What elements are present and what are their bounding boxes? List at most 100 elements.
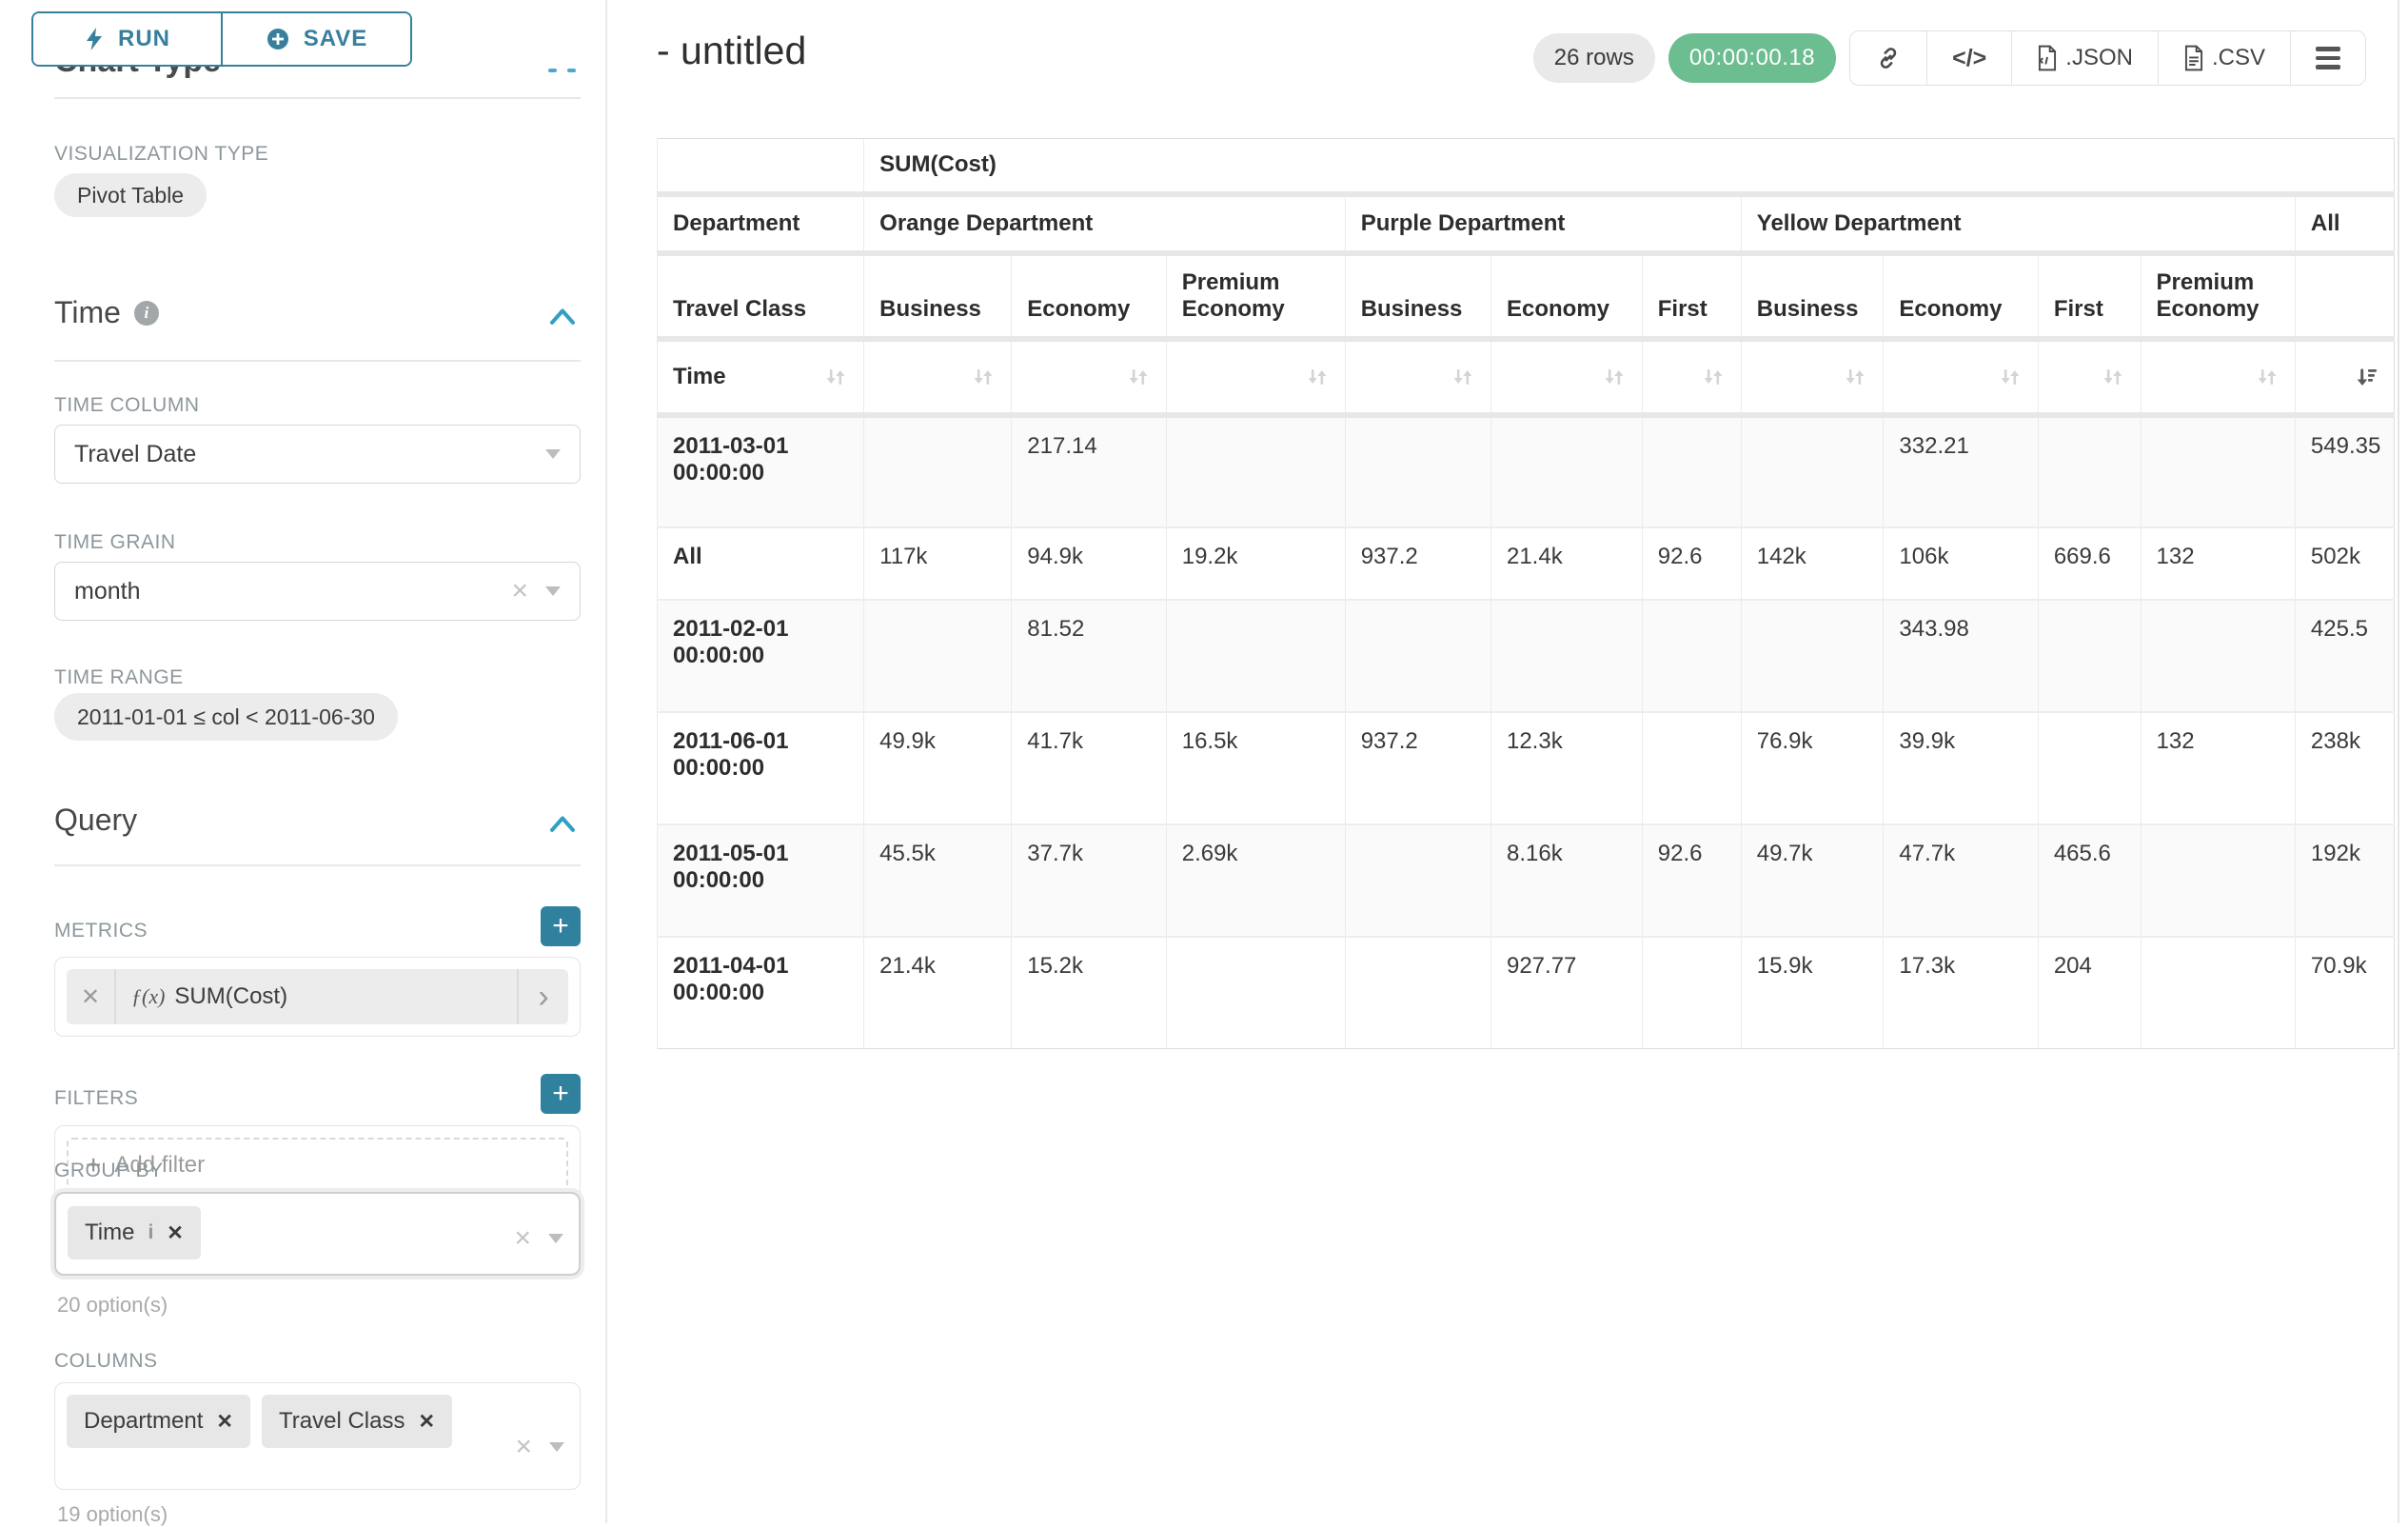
row-label: 2011-05-01 00:00:00: [658, 824, 864, 937]
travel-class-axis-label: Travel Class: [658, 253, 864, 339]
column-header: Business: [1741, 253, 1884, 339]
query-section-title: Query: [54, 803, 137, 838]
clear-icon[interactable]: ×: [511, 577, 528, 605]
save-button[interactable]: SAVE: [223, 13, 410, 65]
sort-icon[interactable]: [1305, 365, 1330, 389]
collapse-time-chevron-icon[interactable]: [548, 305, 577, 327]
cell: [2141, 824, 2295, 937]
clipped-dot-icon: [567, 69, 576, 72]
sort-icon[interactable]: [1701, 365, 1726, 389]
group-by-select[interactable]: Time i ✕ ×: [54, 1192, 581, 1276]
cell: 132: [2141, 527, 2295, 600]
add-metric-button[interactable]: +: [541, 906, 581, 946]
travel-class-header-row: Travel Class Business Economy Premium Ec…: [658, 253, 2395, 339]
metric-name: SUM(Cost): [174, 983, 287, 1010]
export-csv-button[interactable]: .CSV: [2158, 31, 2290, 85]
sort-row: Time: [658, 339, 2395, 415]
caret-down-icon[interactable]: [545, 449, 561, 459]
columns-options-hint: 19 option(s): [57, 1502, 168, 1527]
viz-type-value[interactable]: Pivot Table: [54, 173, 207, 217]
cell: 937.2: [1345, 712, 1490, 824]
caret-down-icon[interactable]: [548, 1234, 563, 1243]
cell: [1642, 712, 1741, 824]
export-json-button[interactable]: .JSON: [2011, 31, 2158, 85]
scrollbar[interactable]: [2398, 0, 2399, 1523]
time-grain-select[interactable]: month ×: [54, 562, 581, 621]
caret-down-icon[interactable]: [549, 1442, 564, 1452]
group-by-chip[interactable]: Time i ✕: [68, 1206, 201, 1259]
time-section-title: Time i: [54, 295, 159, 330]
pivot-table: SUM(Cost) Department Orange Department P…: [657, 138, 2395, 1049]
cell: 21.4k: [1490, 527, 1642, 600]
sort-icon[interactable]: [1843, 365, 1867, 389]
cell: 47.7k: [1884, 824, 2038, 937]
remove-chip-icon[interactable]: ✕: [216, 1410, 233, 1434]
remove-metric-icon[interactable]: ✕: [67, 969, 116, 1024]
caret-down-icon[interactable]: [545, 586, 561, 596]
cell: 81.52: [1012, 600, 1166, 712]
time-range-value[interactable]: 2011-01-01 ≤ col < 2011-06-30: [54, 693, 398, 741]
row-label: 2011-02-01 00:00:00: [658, 600, 864, 712]
share-link-button[interactable]: [1850, 31, 1926, 85]
cell: [2038, 712, 2141, 824]
cell: [1345, 415, 1490, 527]
cell: 49.9k: [864, 712, 1012, 824]
cell: [1166, 600, 1345, 712]
sort-icon[interactable]: [823, 365, 848, 389]
hamburger-icon: [2316, 47, 2340, 69]
link-icon: [1875, 45, 1902, 71]
column-header: Premium Economy: [2141, 253, 2295, 339]
metric-header: SUM(Cost): [864, 139, 2395, 194]
time-axis-label: Time: [673, 364, 726, 390]
cell: 92.6: [1642, 824, 1741, 937]
sort-icon[interactable]: [1126, 365, 1151, 389]
metric-chip[interactable]: ✕ ƒ(x) SUM(Cost) ›: [67, 969, 568, 1024]
column-header: [2295, 253, 2394, 339]
menu-button[interactable]: [2290, 31, 2365, 85]
embed-code-button[interactable]: </>: [1926, 31, 2011, 85]
sort-icon[interactable]: [1451, 365, 1475, 389]
group-by-chip-label: Time: [85, 1220, 134, 1246]
sort-icon[interactable]: [2101, 365, 2125, 389]
lightning-icon: [84, 27, 105, 51]
sort-icon[interactable]: [1602, 365, 1627, 389]
sort-desc-active-icon[interactable]: [2354, 365, 2378, 389]
columns-chip[interactable]: Department ✕: [67, 1395, 250, 1448]
column-header: First: [1642, 253, 1741, 339]
column-header: Economy: [1012, 253, 1166, 339]
columns-chip[interactable]: Travel Class ✕: [262, 1395, 452, 1448]
column-group-header: Yellow Department: [1741, 194, 2295, 253]
column-header: Business: [864, 253, 1012, 339]
collapse-query-chevron-icon[interactable]: [548, 812, 577, 835]
cell: 8.16k: [1490, 824, 1642, 937]
row-count-badge: 26 rows: [1533, 33, 1655, 83]
control-panel: Chart Type RUN SAVE VISUALIZATION TYPE P…: [0, 0, 607, 1523]
remove-chip-icon[interactable]: ✕: [167, 1221, 184, 1245]
run-button[interactable]: RUN: [33, 13, 223, 65]
cell: [1345, 824, 1490, 937]
remove-chip-icon[interactable]: ✕: [418, 1410, 435, 1434]
cell: [2141, 600, 2295, 712]
time-column-select[interactable]: Travel Date: [54, 425, 581, 484]
chart-title[interactable]: - untitled: [657, 29, 806, 73]
expand-metric-icon[interactable]: ›: [517, 969, 568, 1024]
divider: [54, 97, 581, 99]
table-row: All 117k 94.9k 19.2k 937.2 21.4k 92.6 14…: [658, 527, 2395, 600]
cell: 94.9k: [1012, 527, 1166, 600]
file-icon: [2037, 45, 2058, 71]
columns-select[interactable]: Department ✕ Travel Class ✕ ×: [54, 1382, 581, 1490]
column-header: First: [2038, 253, 2141, 339]
cell: [1642, 937, 1741, 1049]
clear-icon[interactable]: ×: [515, 1433, 532, 1461]
sort-icon[interactable]: [1998, 365, 2023, 389]
sort-icon[interactable]: [2255, 365, 2280, 389]
cell: [2038, 600, 2141, 712]
column-header: Business: [1345, 253, 1490, 339]
sort-icon[interactable]: [971, 365, 996, 389]
query-section-title-text: Query: [54, 803, 137, 838]
cell: 937.2: [1345, 527, 1490, 600]
clear-icon[interactable]: ×: [514, 1224, 531, 1253]
row-label: 2011-03-01 00:00:00: [658, 415, 864, 527]
add-filter-button[interactable]: +: [541, 1074, 581, 1114]
cell: [2038, 415, 2141, 527]
